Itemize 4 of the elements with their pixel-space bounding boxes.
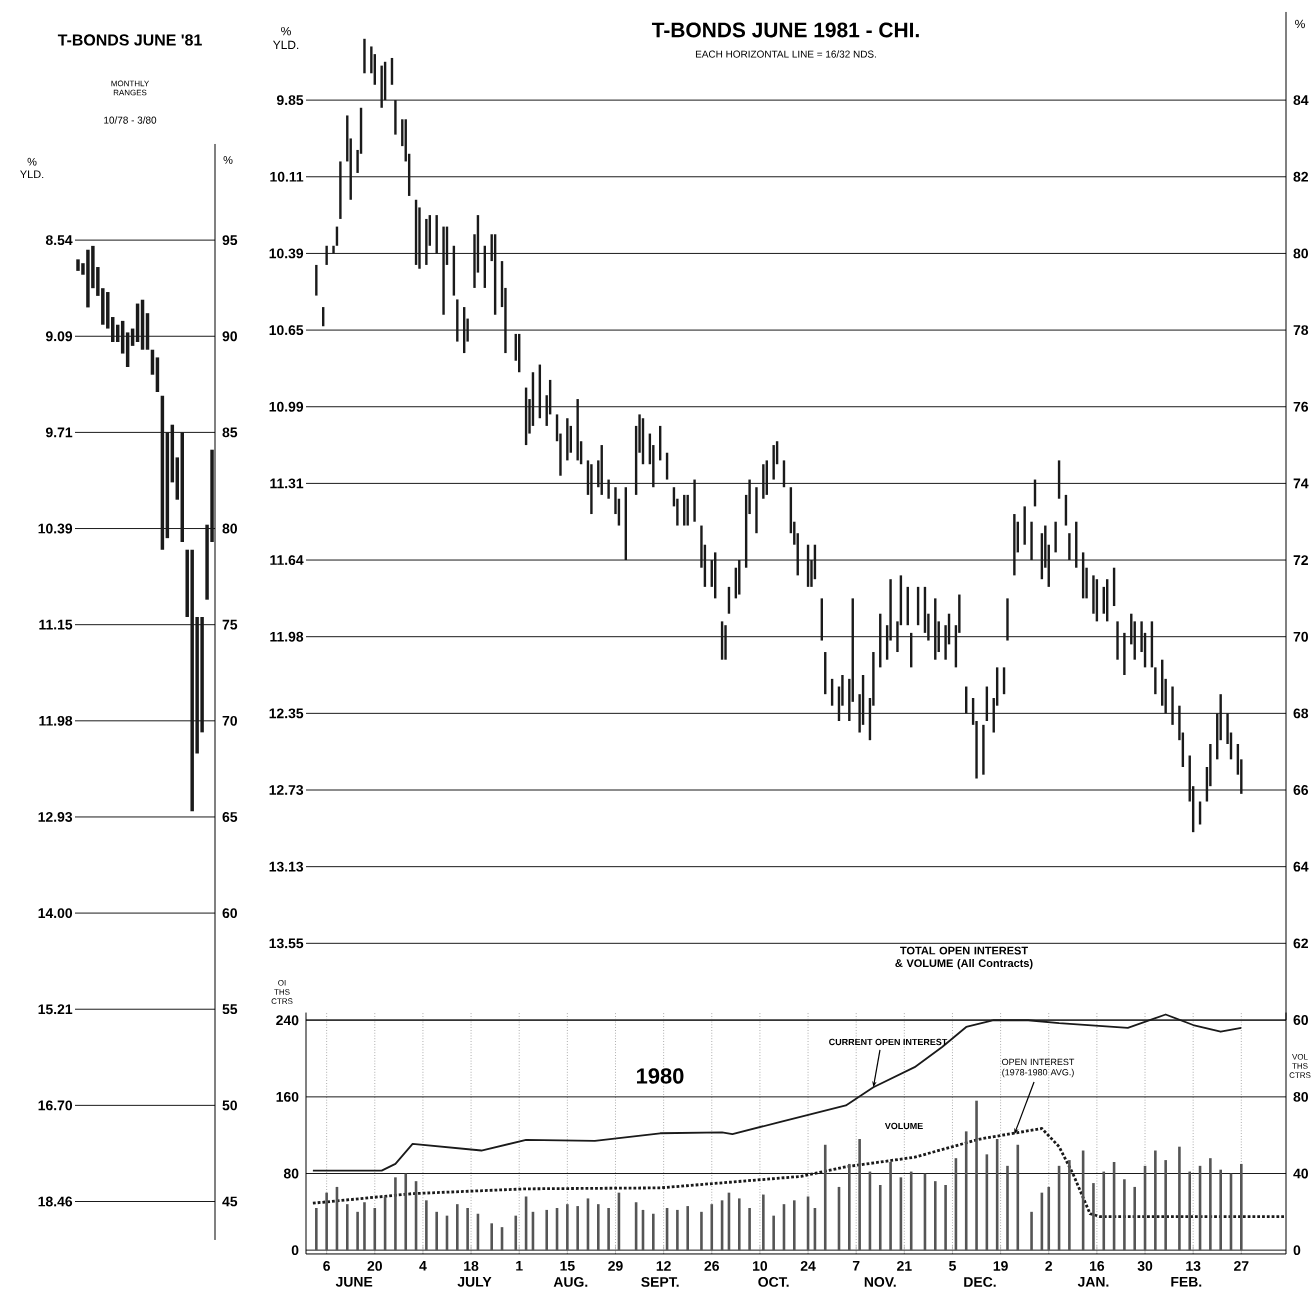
line-series [311,1127,1287,1219]
annotation: 1980 [637,1068,684,1084]
line-series [311,1013,1243,1172]
chart-title: T-BONDS JUNE 1981 - CHI. [651,22,919,38]
